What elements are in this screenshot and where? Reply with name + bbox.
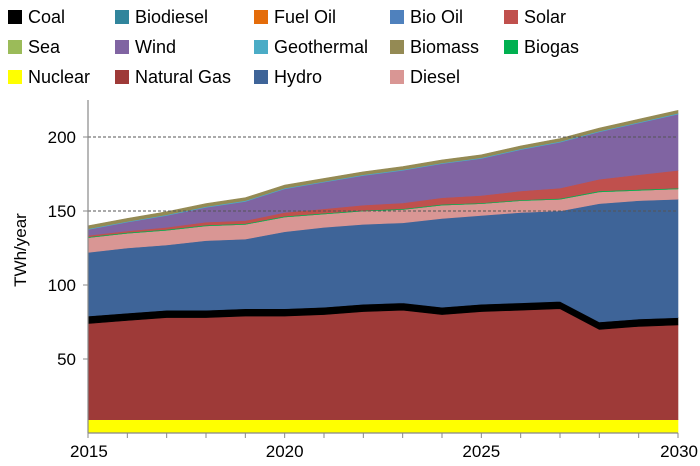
legend-item-diesel: Diesel [390, 64, 460, 90]
legend-item-nuclear: Nuclear [8, 64, 90, 90]
y-axis-label: TWh/year [11, 213, 30, 287]
legend-item-bio-oil: Bio Oil [390, 4, 463, 30]
legend-swatch [8, 10, 22, 24]
legend-item-sea: Sea [8, 34, 60, 60]
legend-item-hydro: Hydro [254, 64, 322, 90]
legend-item-solar: Solar [504, 4, 566, 30]
legend-label: Hydro [274, 66, 323, 87]
legend-item-wind: Wind [115, 34, 176, 60]
x-tick-label: 2030 [660, 442, 698, 461]
legend-swatch [254, 40, 268, 54]
legend-swatch [504, 10, 518, 24]
legend: Coal Biodiesel Fuel Oil Bio Oil Solar Sea Wind… [0, 0, 700, 96]
legend-item-geothermal: Geothermal [254, 34, 368, 60]
legend-swatch [390, 40, 404, 54]
legend-swatch [115, 70, 129, 84]
legend-swatch [115, 40, 129, 54]
area-biomass [87, 110, 679, 230]
legend-swatch [254, 10, 268, 24]
legend-label: Biogas [524, 36, 580, 57]
legend-item-fuel-oil: Fuel Oil [254, 4, 336, 30]
legend-item-biogas: Biogas [504, 34, 579, 60]
y-tick-label: 100 [48, 276, 76, 295]
legend-item-coal: Coal [8, 4, 65, 30]
legend-label: Wind [135, 36, 177, 57]
legend-swatch [8, 40, 22, 54]
legend-label: Nuclear [28, 66, 91, 87]
axes [83, 100, 679, 438]
y-tick-label: 150 [48, 202, 76, 221]
legend-label: Natural Gas [135, 66, 232, 87]
legend-swatch [504, 40, 518, 54]
area-natural-gas [87, 308, 679, 421]
y-tick-label: 200 [48, 128, 76, 147]
y-tick-label: 50 [57, 350, 76, 369]
legend-label: Fuel Oil [274, 6, 337, 27]
legend-label: Bio Oil [410, 6, 464, 27]
legend-label: Coal [28, 6, 66, 27]
legend-swatch [115, 10, 129, 24]
legend-label: Geothermal [274, 36, 369, 57]
legend-label: Sea [28, 36, 61, 57]
gridlines [88, 136, 678, 212]
x-tick-label: 2025 [462, 442, 500, 461]
legend-swatch [8, 70, 22, 84]
legend-label: Solar [524, 6, 567, 27]
x-tick-labels: 2015 2020 2025 2030 [70, 442, 698, 461]
x-tick-label: 2015 [70, 442, 108, 461]
legend-swatch [254, 70, 268, 84]
legend-item-biomass: Biomass [390, 34, 479, 60]
legend-label: Biodiesel [135, 6, 209, 27]
legend-item-biodiesel: Biodiesel [115, 4, 208, 30]
legend-swatch [390, 10, 404, 24]
area-series-group [87, 110, 679, 434]
legend-label: Biomass [410, 36, 480, 57]
x-tick-label: 2020 [266, 442, 304, 461]
legend-label: Diesel [410, 66, 461, 87]
area-nuclear [87, 419, 679, 434]
legend-swatch [390, 70, 404, 84]
legend-item-natural-gas: Natural Gas [115, 64, 231, 90]
y-tick-labels: 50 100 150 200 [48, 128, 76, 369]
